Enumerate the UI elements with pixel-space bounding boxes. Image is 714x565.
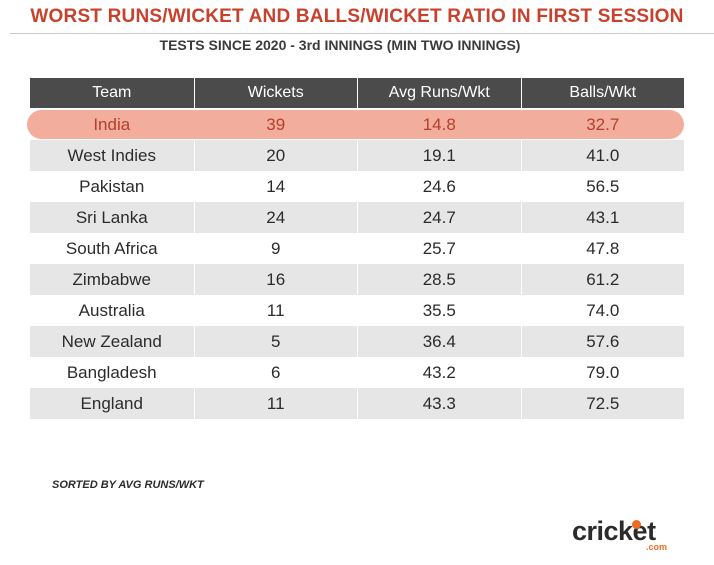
cell-avg-runs-wkt: 43.2 bbox=[357, 357, 521, 388]
cell-balls-wkt: 56.5 bbox=[520, 171, 685, 202]
logo-domain: .com bbox=[646, 542, 668, 552]
table-row: Sri Lanka 24 24.7 43.1 bbox=[30, 202, 684, 233]
logo-dot-icon bbox=[632, 520, 641, 529]
cell-avg-runs-wkt: 36.4 bbox=[357, 326, 521, 357]
cell-wickets: 9 bbox=[193, 233, 358, 264]
cell-balls-wkt: 47.8 bbox=[520, 233, 685, 264]
highlight-pill bbox=[27, 110, 684, 139]
cell-team: Australia bbox=[78, 301, 145, 320]
cell-wickets: 16 bbox=[193, 264, 358, 295]
cell-wickets: 20 bbox=[193, 140, 358, 171]
cell-team: West Indies bbox=[67, 146, 156, 165]
cell-team: England bbox=[80, 394, 143, 413]
column-header-wickets: Wickets bbox=[193, 78, 358, 108]
table-row: Zimbabwe 16 28.5 61.2 bbox=[30, 264, 684, 295]
table-body: India 39 14.8 32.7 West Indies 20 19.1 41.0 Paki… bbox=[27, 109, 684, 419]
table-row: Australia 11 35.5 74.0 bbox=[30, 295, 684, 326]
cell-avg-runs-wkt: 24.6 bbox=[357, 171, 521, 202]
column-header-avg-runs-wkt: Avg Runs/Wkt bbox=[357, 78, 521, 108]
cell-balls-wkt: 79.0 bbox=[520, 357, 685, 388]
table-row: West Indies 20 19.1 41.0 bbox=[30, 140, 684, 171]
table-row: New Zealand 5 36.4 57.6 bbox=[30, 326, 684, 357]
cell-avg-runs-wkt: 43.3 bbox=[357, 388, 521, 419]
cell-wickets: 5 bbox=[193, 326, 358, 357]
cell-wickets: 39 bbox=[266, 115, 286, 134]
cell-avg-runs-wkt: 24.7 bbox=[357, 202, 521, 233]
cell-avg-runs-wkt: 14.8 bbox=[422, 115, 456, 134]
cricket-com-logo: cricket .com bbox=[572, 516, 692, 556]
stats-table: Team Wickets Avg Runs/Wkt Balls/Wkt Indi… bbox=[27, 78, 684, 419]
cell-team: Pakistan bbox=[79, 177, 145, 196]
cell-wickets: 11 bbox=[193, 388, 358, 419]
cell-wickets: 11 bbox=[193, 295, 358, 326]
cell-balls-wkt: 74.0 bbox=[520, 295, 685, 326]
cell-balls-wkt: 57.6 bbox=[520, 326, 685, 357]
cell-balls-wkt: 41.0 bbox=[520, 140, 685, 171]
table-row: Bangladesh 6 43.2 79.0 bbox=[30, 357, 684, 388]
chart-subtitle: TESTS SINCE 2020 - 3rd INNINGS (MIN TWO … bbox=[159, 37, 521, 53]
table-row-highlighted: India 39 14.8 32.7 bbox=[27, 109, 684, 140]
cell-balls-wkt: 61.2 bbox=[520, 264, 685, 295]
column-header-team: Team bbox=[92, 84, 132, 101]
cell-balls-wkt: 32.7 bbox=[586, 115, 620, 134]
sort-footnote: SORTED BY AVG RUNS/WKT bbox=[52, 479, 204, 491]
logo-wordmark: cricket bbox=[572, 516, 656, 546]
table-header-row: Team Wickets Avg Runs/Wkt Balls/Wkt bbox=[30, 78, 684, 108]
cell-team: India bbox=[93, 115, 131, 134]
cell-team: Zimbabwe bbox=[72, 270, 151, 289]
cell-team: South Africa bbox=[65, 239, 158, 258]
cell-team: Sri Lanka bbox=[75, 208, 148, 227]
cell-team: New Zealand bbox=[61, 332, 162, 351]
cell-wickets: 6 bbox=[193, 357, 358, 388]
table-row: South Africa 9 25.7 47.8 bbox=[30, 233, 684, 264]
cell-avg-runs-wkt: 35.5 bbox=[357, 295, 521, 326]
cell-avg-runs-wkt: 19.1 bbox=[357, 140, 521, 171]
cell-balls-wkt: 72.5 bbox=[520, 388, 685, 419]
table-row: Pakistan 14 24.6 56.5 bbox=[30, 171, 684, 202]
table-row: England 11 43.3 72.5 bbox=[30, 388, 684, 419]
cell-wickets: 24 bbox=[193, 202, 358, 233]
cell-balls-wkt: 43.1 bbox=[520, 202, 685, 233]
cell-team: Bangladesh bbox=[66, 363, 157, 382]
chart-title: WORST RUNS/WICKET AND BALLS/WICKET RATIO… bbox=[30, 6, 684, 27]
cell-avg-runs-wkt: 25.7 bbox=[357, 233, 521, 264]
cell-wickets: 14 bbox=[193, 171, 358, 202]
title-divider bbox=[10, 33, 714, 34]
cell-avg-runs-wkt: 28.5 bbox=[357, 264, 521, 295]
column-header-balls-wkt: Balls/Wkt bbox=[520, 78, 685, 108]
